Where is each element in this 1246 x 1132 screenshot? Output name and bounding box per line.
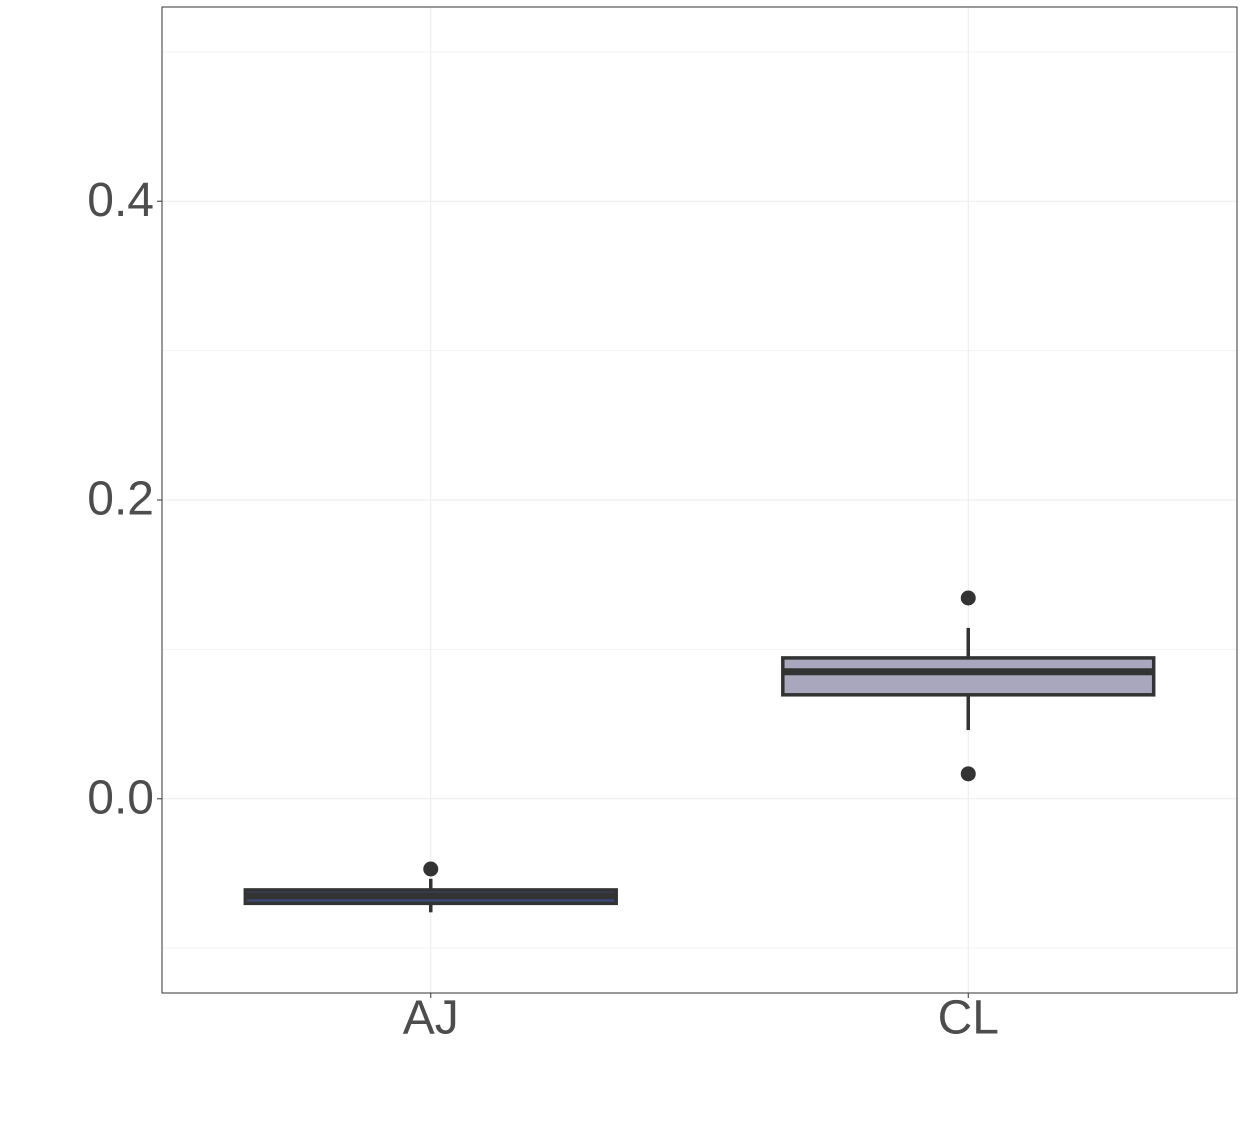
box — [781, 656, 1156, 697]
y-tick-label: 0.2 — [87, 473, 154, 526]
y-tick-label: 0.4 — [87, 174, 154, 227]
outlier — [960, 590, 976, 606]
panel-border — [161, 6, 1238, 994]
x-tick-label: AJ — [403, 992, 459, 1045]
y-tick-label: 0.0 — [87, 771, 154, 824]
outlier — [423, 861, 439, 877]
outlier — [960, 766, 976, 782]
x-tick-label: CL — [938, 992, 999, 1045]
